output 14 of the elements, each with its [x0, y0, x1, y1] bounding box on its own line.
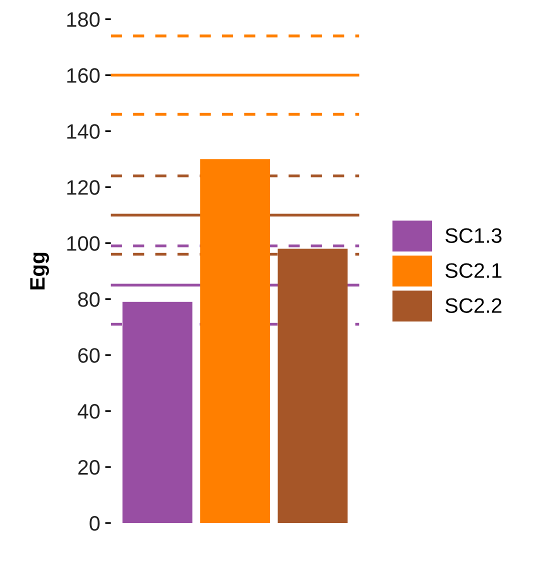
y-tick-label: 40	[78, 404, 100, 419]
y-tick-label: 100	[67, 236, 100, 251]
y-tick-label: 160	[67, 68, 100, 83]
legend-label: SC2.2	[445, 298, 502, 313]
y-tick-label: 180	[67, 12, 100, 27]
y-tick-label: 20	[78, 460, 100, 475]
legend-label: SC1.3	[445, 228, 502, 243]
y-tick-label: 140	[67, 124, 100, 139]
y-axis-title: Egg	[30, 252, 50, 290]
legend-label: SC2.1	[445, 263, 502, 278]
y-tick-label: 0	[90, 516, 100, 531]
y-tick-label: 120	[67, 180, 100, 195]
y-tick-label: 60	[78, 348, 100, 363]
y-tick-label: 80	[78, 292, 100, 307]
